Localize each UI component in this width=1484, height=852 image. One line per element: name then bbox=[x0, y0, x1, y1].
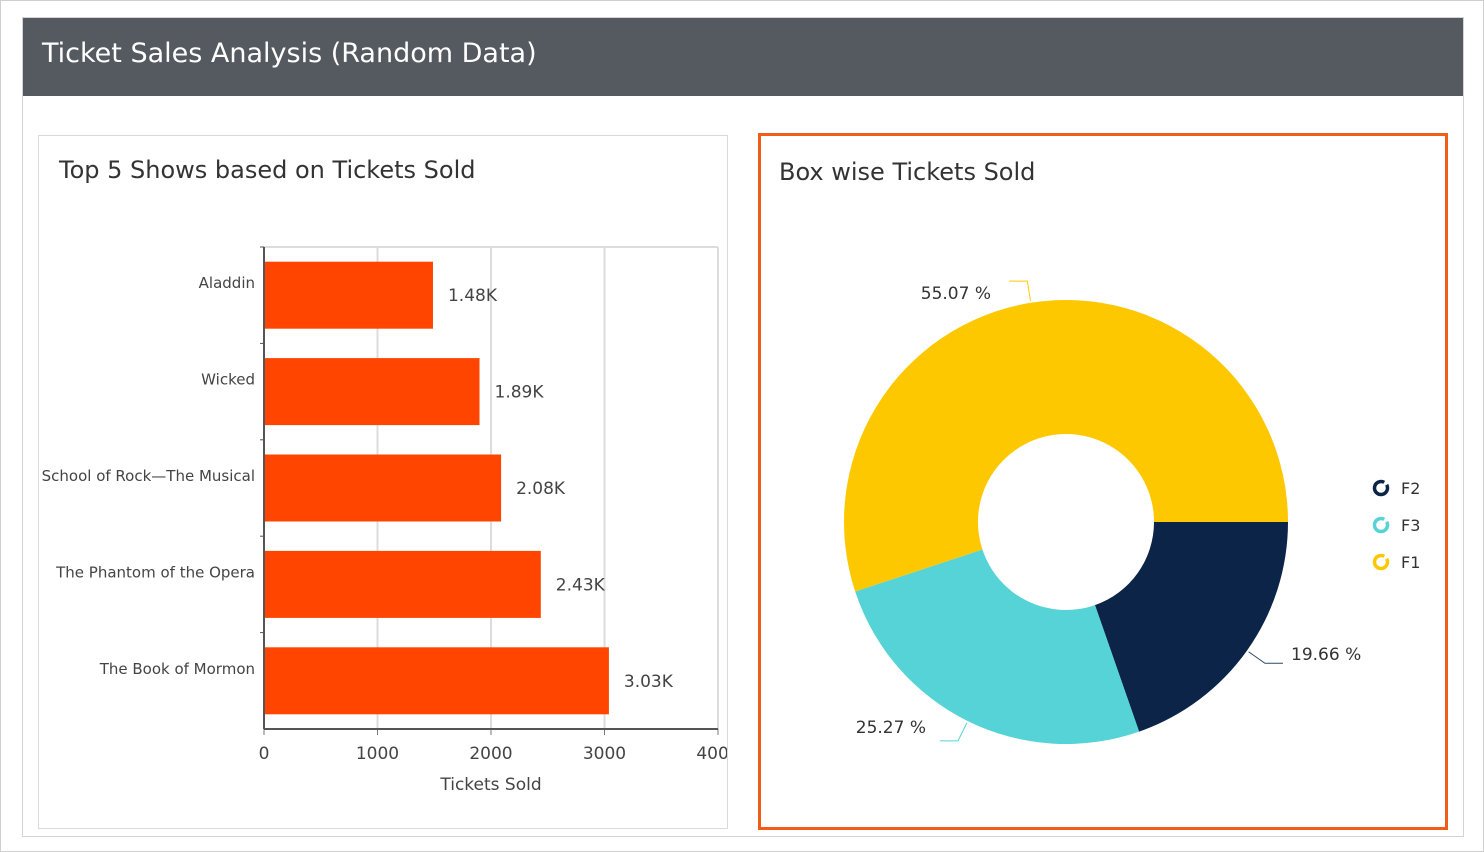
bar[interactable] bbox=[265, 550, 541, 618]
slice-label: 55.07 % bbox=[921, 284, 991, 304]
x-tick-label: 4000 bbox=[696, 744, 727, 764]
legend-item-f3[interactable]: F3 bbox=[1372, 516, 1421, 535]
bar-chart-card[interactable]: Top 5 Shows based on Tickets Sold 0 1000 2… bbox=[38, 135, 728, 829]
bar-chart: 0 1000 2000 3000 4000 Aladdin 1.48K Wicked 1.89K… bbox=[42, 246, 727, 795]
data-label: 1.89K bbox=[495, 383, 545, 403]
legend-donut-icon bbox=[1372, 553, 1390, 571]
legend-item-f1[interactable]: F1 bbox=[1372, 553, 1421, 572]
category-label: School of Rock—The Musical bbox=[42, 467, 255, 485]
donut-slice-f1[interactable] bbox=[844, 300, 1288, 592]
category-label: Aladdin bbox=[199, 274, 255, 292]
category-label: The Phantom of the Opera bbox=[55, 563, 255, 581]
data-label: 3.03K bbox=[624, 672, 674, 692]
category-label: The Book of Mormon bbox=[99, 660, 255, 678]
data-label: 2.43K bbox=[556, 575, 606, 595]
legend-label: F1 bbox=[1401, 553, 1420, 572]
x-tick-label: 2000 bbox=[469, 744, 512, 764]
legend-label: F3 bbox=[1401, 516, 1420, 535]
legend-label: F2 bbox=[1401, 479, 1420, 498]
legend-item-f2[interactable]: F2 bbox=[1372, 479, 1421, 498]
x-tick-label: 1000 bbox=[356, 744, 399, 764]
category-label: Wicked bbox=[201, 371, 255, 389]
donut-slice-f3[interactable] bbox=[855, 549, 1140, 744]
slice-label: 19.66 % bbox=[1291, 645, 1361, 665]
bar[interactable] bbox=[265, 261, 433, 329]
bar[interactable] bbox=[265, 647, 609, 715]
donut-slice-f2[interactable] bbox=[1094, 522, 1288, 732]
bar[interactable] bbox=[265, 454, 502, 522]
leader-line bbox=[1248, 651, 1283, 664]
x-tick-label: 0 bbox=[259, 744, 270, 764]
legend-donut-icon bbox=[1372, 479, 1390, 497]
donut-chart-card[interactable]: Box wise Tickets Sold 19.66 % 25.27 % 55.0… bbox=[758, 133, 1448, 830]
leader-line bbox=[940, 722, 968, 742]
slice-label: 25.27 % bbox=[856, 718, 926, 738]
data-label: 1.48K bbox=[448, 286, 498, 306]
dashboard-title: Ticket Sales Analysis (Random Data) bbox=[42, 38, 537, 69]
legend-donut-icon bbox=[1372, 516, 1390, 534]
bar-chart-title: Top 5 Shows based on Tickets Sold bbox=[59, 156, 476, 184]
donut-chart: 19.66 % 25.27 % 55.07 % F2 F3 F1 bbox=[844, 280, 1421, 744]
dashboard-header: Ticket Sales Analysis (Random Data) bbox=[23, 18, 1463, 96]
donut-chart-title: Box wise Tickets Sold bbox=[779, 158, 1036, 186]
dashboard-panel: Ticket Sales Analysis (Random Data) Top … bbox=[22, 17, 1464, 837]
leader-line bbox=[1009, 280, 1031, 301]
x-axis-title: Tickets Sold bbox=[439, 775, 541, 795]
bar[interactable] bbox=[265, 358, 480, 426]
data-label: 2.08K bbox=[516, 479, 566, 499]
x-tick-label: 3000 bbox=[583, 744, 626, 764]
